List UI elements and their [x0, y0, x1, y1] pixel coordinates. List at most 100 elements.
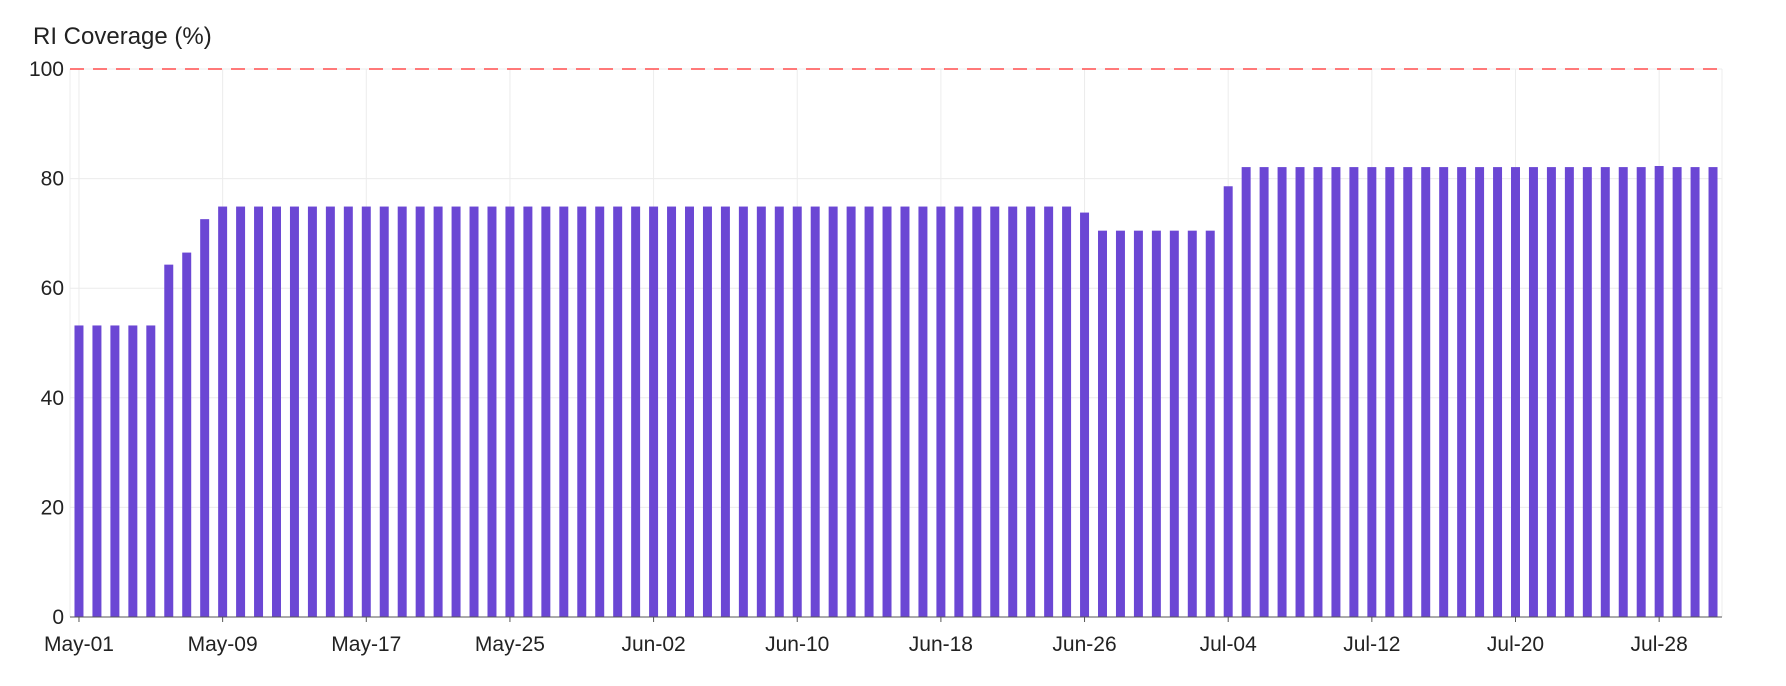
bar-May-04 [128, 325, 138, 617]
bar-Jul-13 [1385, 167, 1395, 618]
bar-Jul-14 [1403, 167, 1413, 618]
bar-Jun-10 [792, 206, 802, 617]
bar-Jul-04 [1223, 186, 1233, 617]
bar-Jun-28 [1115, 230, 1125, 617]
bar-Jun-30 [1151, 230, 1161, 617]
bar-May-19 [397, 206, 407, 617]
bar-Jun-21 [990, 206, 1000, 617]
x-tick-label: Jul-20 [1487, 633, 1544, 656]
bar-May-03 [110, 325, 120, 617]
bar-May-14 [307, 206, 317, 617]
bar-May-27 [541, 206, 551, 617]
bar-Jul-18 [1475, 167, 1485, 618]
y-axis: 0 20 40 60 80 100 [29, 58, 64, 629]
bar-Jun-12 [828, 206, 838, 617]
bar-Jul-06 [1259, 167, 1269, 618]
bar-Jun-24 [1044, 206, 1054, 617]
y-tick-label: 60 [41, 277, 64, 300]
bar-Jun-26 [1080, 212, 1090, 618]
bar-Jun-29 [1133, 230, 1143, 617]
bar-Jul-26 [1618, 167, 1628, 618]
bar-Jun-19 [954, 206, 964, 617]
bar-Jun-04 [685, 206, 694, 617]
bar-May-05 [146, 325, 156, 617]
x-tick-label: Jul-04 [1200, 633, 1258, 656]
bar-series [74, 165, 1718, 618]
bar-Jun-01 [631, 206, 641, 617]
bar-Jul-01 [1169, 230, 1179, 617]
bar-Jun-27 [1098, 230, 1107, 617]
bar-May-01 [74, 325, 84, 617]
bar-May-12 [272, 206, 281, 617]
bar-Jul-23 [1564, 167, 1574, 618]
bar-Jul-02 [1187, 230, 1197, 617]
x-tick-label: May-25 [475, 633, 545, 656]
bar-Jul-08 [1295, 167, 1305, 618]
bar-May-18 [379, 206, 389, 617]
bar-Jun-08 [756, 206, 766, 617]
bar-May-02 [92, 325, 102, 617]
bar-Jun-03 [667, 206, 677, 617]
bar-Jul-21 [1528, 167, 1538, 618]
bar-May-24 [487, 206, 497, 617]
bar-Jun-09 [774, 206, 784, 617]
bar-Jul-11 [1349, 167, 1359, 618]
y-axis-label: RI Coverage (%) [33, 23, 212, 50]
bar-Jun-06 [720, 206, 730, 617]
bar-May-09 [218, 206, 228, 617]
bar-May-29 [577, 206, 587, 617]
bar-Jul-22 [1546, 167, 1556, 618]
bar-Jul-19 [1493, 167, 1503, 618]
x-tick-label: May-17 [331, 633, 401, 656]
x-tick-label: Jun-26 [1052, 633, 1116, 656]
bar-Jul-10 [1331, 167, 1341, 618]
bar-May-25 [505, 206, 515, 617]
bar-May-23 [469, 206, 479, 617]
bar-May-13 [289, 206, 299, 617]
bar-Jul-15 [1421, 167, 1431, 618]
bar-Jul-31 [1708, 167, 1718, 618]
bar-May-31 [613, 206, 623, 617]
bar-May-10 [236, 206, 246, 617]
bar-May-07 [182, 252, 192, 617]
bar-Jun-15 [882, 206, 892, 617]
y-tick-label: 20 [41, 496, 64, 519]
bar-May-17 [361, 206, 371, 617]
bar-May-21 [433, 206, 443, 617]
bar-Jul-30 [1690, 167, 1700, 618]
bar-May-11 [254, 206, 264, 617]
bar-May-30 [595, 206, 605, 617]
y-tick-label: 0 [52, 606, 64, 629]
bar-Jun-13 [846, 206, 856, 617]
bar-May-08 [200, 219, 210, 618]
y-tick-label: 40 [41, 387, 64, 410]
bar-Jun-11 [810, 206, 820, 617]
bar-Jul-27 [1636, 167, 1646, 618]
bar-Jun-18 [936, 206, 946, 617]
bar-Jul-07 [1277, 167, 1287, 618]
bar-Jul-24 [1582, 167, 1592, 618]
bar-Jul-12 [1367, 167, 1377, 618]
x-tick-label: May-01 [44, 633, 114, 656]
bar-May-16 [343, 206, 353, 617]
bar-Jun-05 [702, 206, 712, 617]
bar-Jun-20 [972, 206, 982, 617]
bar-Jun-14 [864, 206, 874, 617]
bar-May-28 [559, 206, 569, 617]
bar-Jul-09 [1313, 167, 1323, 618]
bar-Jun-25 [1062, 206, 1072, 617]
x-tick-label: May-09 [188, 633, 258, 656]
bar-Jul-05 [1241, 167, 1251, 618]
bar-Jun-16 [900, 206, 910, 617]
bar-Jun-22 [1008, 206, 1018, 617]
bar-Jun-07 [738, 206, 748, 617]
bar-Jul-17 [1457, 167, 1467, 618]
bar-Jun-23 [1026, 206, 1036, 617]
bar-May-06 [164, 264, 174, 617]
bar-Jul-29 [1672, 167, 1682, 618]
bar-Jul-28 [1654, 165, 1664, 617]
bar-May-15 [325, 206, 335, 617]
x-tick-label: Jun-18 [909, 633, 973, 656]
gridlines [69, 68, 1723, 618]
